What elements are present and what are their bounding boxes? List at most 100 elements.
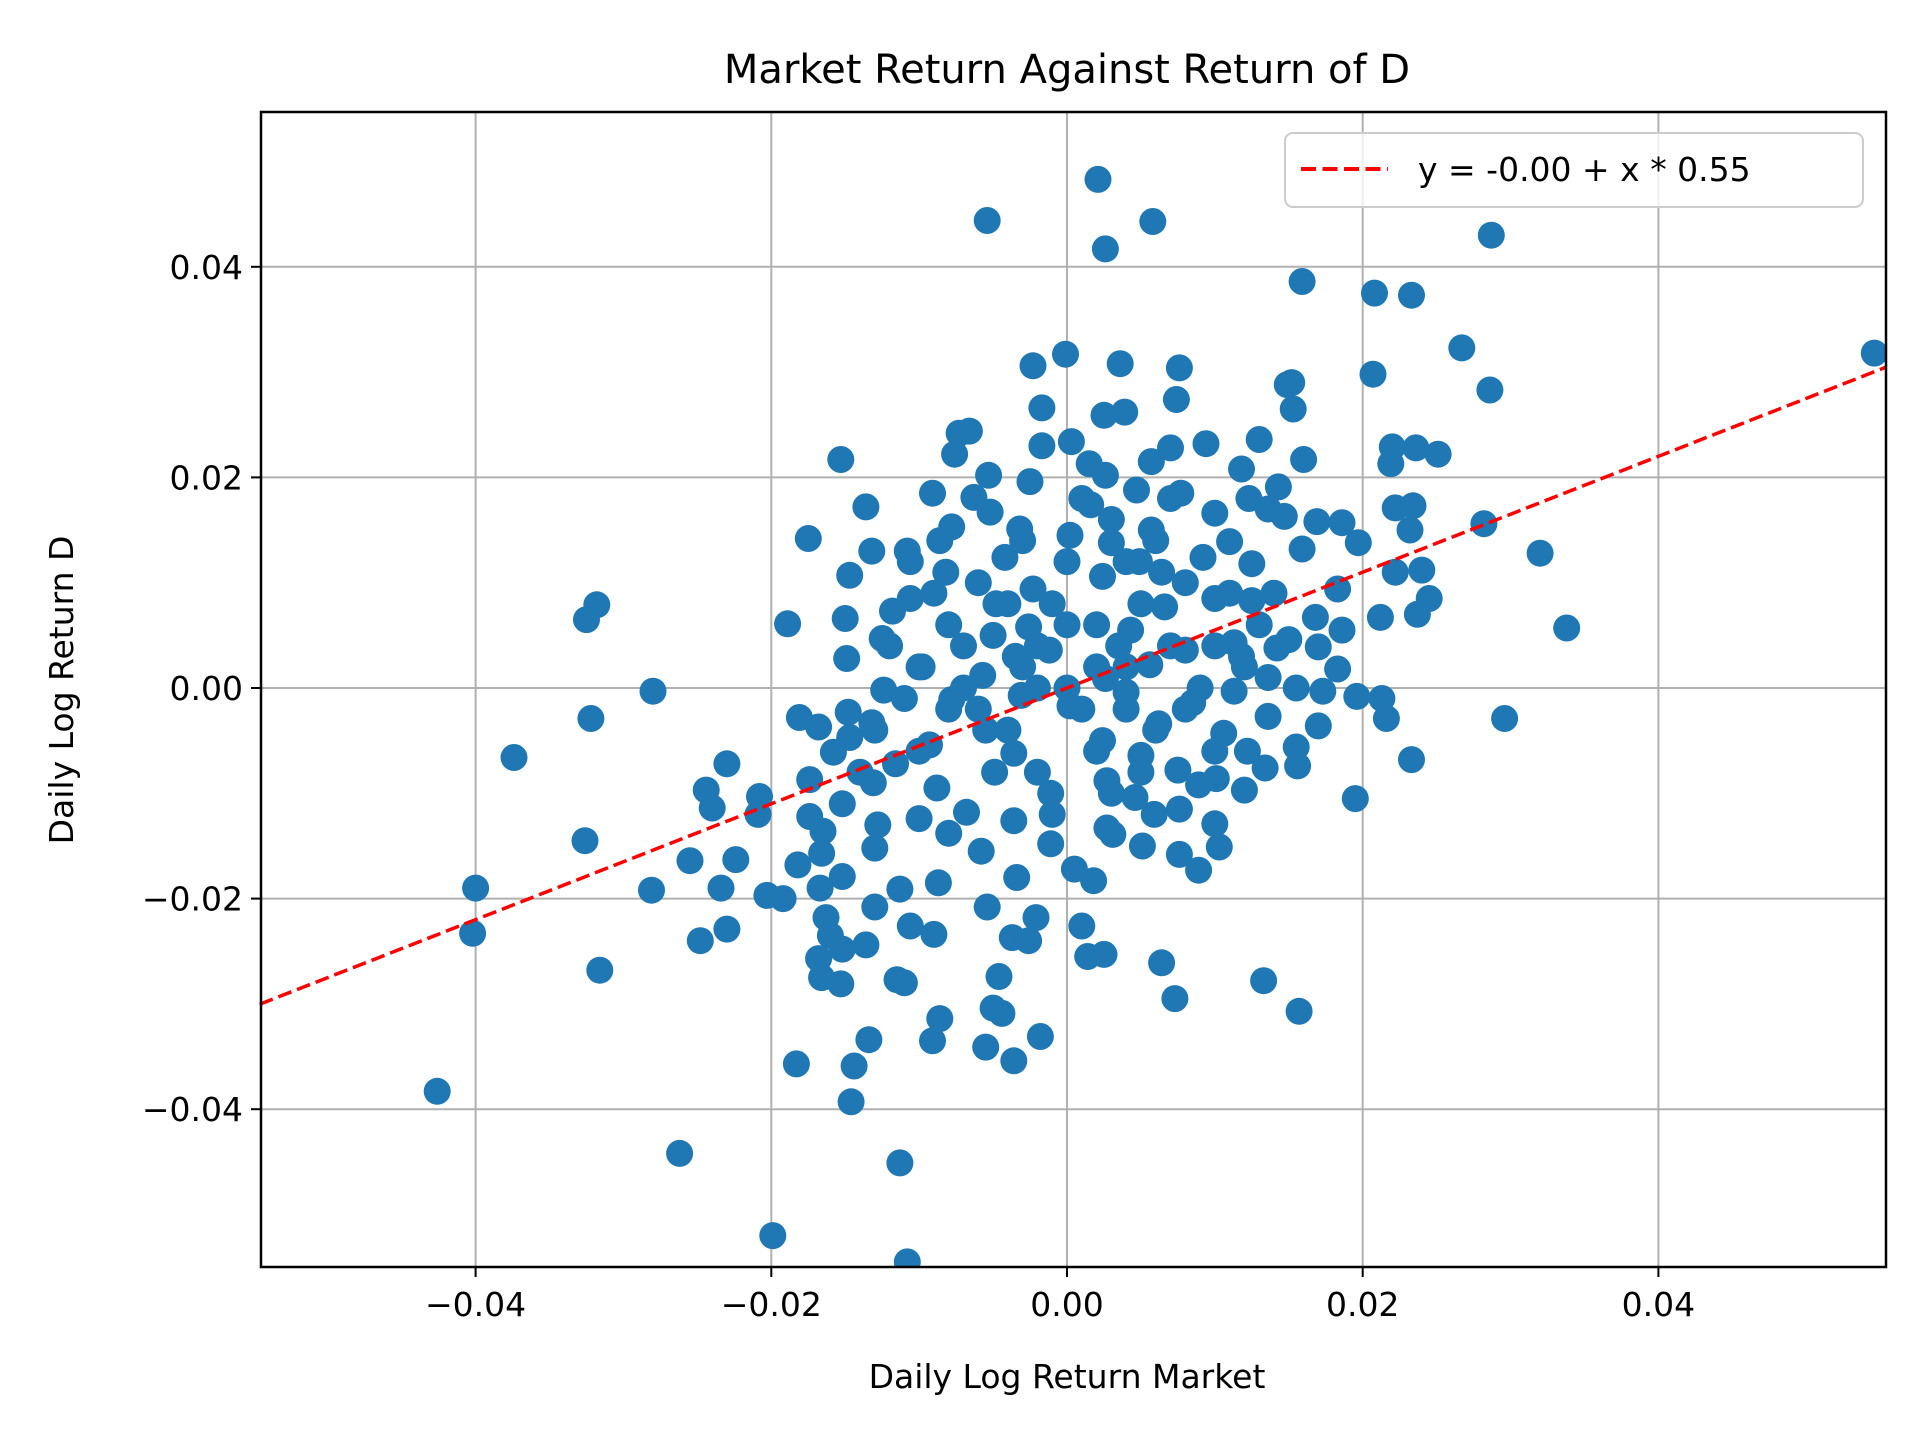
data-point (1009, 653, 1037, 681)
data-point (722, 846, 750, 874)
data-point (1112, 695, 1140, 723)
data-point (1553, 614, 1581, 642)
data-point (896, 548, 924, 576)
data-point (1396, 516, 1424, 544)
data-point (1263, 634, 1291, 662)
data-points (423, 165, 1886, 1267)
data-point (923, 774, 951, 802)
data-point (1165, 354, 1193, 382)
data-point (1009, 527, 1037, 555)
data-point (1097, 779, 1125, 807)
data-point (1254, 702, 1282, 730)
data-point (945, 419, 973, 447)
data-point (1304, 712, 1332, 740)
data-point (964, 695, 992, 723)
data-point (1023, 632, 1051, 660)
data-point (1090, 401, 1118, 429)
data-point (1080, 867, 1108, 895)
data-point (1288, 268, 1316, 295)
data-point (870, 676, 898, 704)
data-point (976, 498, 1004, 526)
data-point (1056, 521, 1084, 549)
data-point (1189, 543, 1217, 571)
data-point (985, 963, 1013, 990)
data-point (967, 837, 995, 865)
data-point (1201, 499, 1229, 527)
data-point (1186, 674, 1214, 702)
data-point (638, 876, 665, 904)
legend: y = -0.00 + x * 0.55 (1284, 132, 1864, 208)
data-point (1402, 434, 1430, 462)
data-point (794, 525, 822, 552)
data-point (769, 885, 797, 913)
data-point (926, 1005, 954, 1033)
data-point (979, 621, 1007, 649)
data-point (1016, 468, 1044, 496)
x-axis-label: Daily Log Return Market (869, 1357, 1266, 1396)
data-point (573, 606, 600, 634)
data-point (1201, 810, 1229, 838)
data-point (886, 1149, 914, 1177)
data-point (981, 758, 1009, 786)
x-tick-label: 0.02 (1326, 1285, 1399, 1324)
data-point (1470, 510, 1498, 538)
legend-label: y = -0.00 + x * 0.55 (1418, 150, 1751, 189)
data-point (886, 875, 914, 903)
data-point (1128, 832, 1156, 860)
chart-title: Market Return Against Return of D (724, 47, 1410, 93)
data-point (1121, 784, 1149, 811)
data-point (462, 874, 490, 902)
data-point (932, 558, 960, 586)
data-point (1084, 165, 1112, 193)
data-point (991, 543, 1019, 571)
data-point (1057, 428, 1085, 456)
data-point (919, 479, 946, 507)
data-point (994, 716, 1022, 744)
data-point (828, 863, 856, 890)
data-point (935, 819, 963, 847)
data-point (1341, 785, 1369, 813)
data-point (1000, 807, 1028, 835)
data-point (1089, 562, 1116, 590)
data-point (1165, 795, 1193, 823)
data-point (1148, 949, 1176, 977)
data-point (831, 605, 859, 632)
data-point (861, 834, 889, 862)
data-point (571, 827, 599, 855)
y-axis-ticks: −0.04 −0.02 0.00 0.02 0.04 (142, 248, 261, 1129)
data-point (1111, 398, 1139, 426)
data-point (1205, 833, 1233, 861)
y-tick-label: 0.04 (170, 248, 243, 287)
data-point (1026, 1023, 1054, 1050)
data-point (1233, 737, 1261, 765)
data-point (919, 1027, 946, 1055)
data-point (920, 920, 948, 948)
data-point (876, 632, 904, 660)
data-point (905, 653, 933, 681)
data-point (1028, 432, 1056, 460)
data-point (1140, 800, 1168, 828)
data-point (1304, 633, 1332, 661)
data-point (1139, 208, 1167, 235)
data-point (1448, 334, 1476, 362)
data-point (1361, 279, 1388, 307)
data-point (1303, 508, 1331, 536)
data-point (1091, 235, 1119, 263)
data-point (1142, 527, 1170, 555)
data-point (1245, 426, 1273, 453)
data-point (1165, 840, 1193, 868)
data-point (1359, 360, 1387, 388)
data-point (1344, 529, 1372, 557)
data-point (1398, 746, 1425, 774)
data-point (1403, 600, 1431, 628)
data-point (828, 790, 856, 818)
data-point (1230, 653, 1258, 681)
data-point (905, 737, 933, 765)
data-point (459, 919, 487, 947)
data-point (1000, 739, 1028, 767)
data-point (1264, 473, 1292, 501)
data-point (858, 537, 886, 565)
data-point (973, 207, 1001, 234)
data-point (1037, 779, 1065, 807)
data-point (1068, 695, 1096, 723)
